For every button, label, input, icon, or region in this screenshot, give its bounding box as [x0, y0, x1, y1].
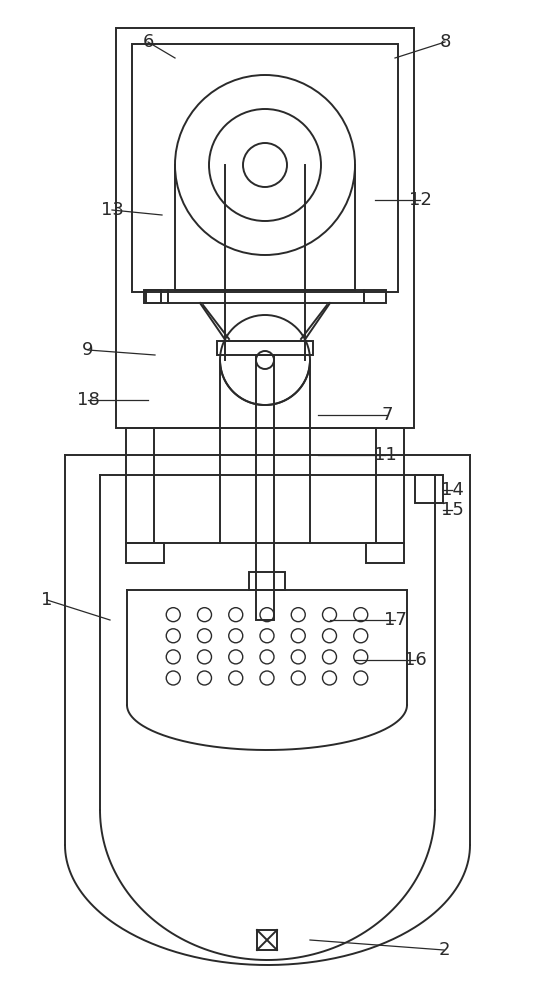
Text: 1: 1	[41, 591, 53, 609]
Bar	[116, 28, 414, 428]
Text: 7: 7	[381, 406, 393, 424]
Text: 13: 13	[100, 201, 124, 219]
Bar	[257, 930, 277, 950]
Bar	[366, 543, 404, 563]
Bar	[256, 355, 274, 620]
Text: 17: 17	[383, 611, 407, 629]
Bar	[126, 428, 404, 543]
Bar	[132, 44, 398, 292]
Text: 18: 18	[77, 391, 99, 409]
Bar	[415, 475, 443, 503]
Bar	[217, 341, 313, 355]
Bar	[126, 543, 164, 563]
Text: 2: 2	[438, 941, 450, 959]
Text: 14: 14	[440, 481, 463, 499]
Text: 6: 6	[142, 33, 154, 51]
Text: 16: 16	[404, 651, 426, 669]
Bar	[146, 290, 168, 303]
Text: 12: 12	[409, 191, 431, 209]
Text: 15: 15	[440, 501, 463, 519]
Bar	[168, 290, 364, 303]
Text: 11: 11	[374, 446, 396, 464]
Bar	[364, 290, 386, 303]
Bar	[144, 290, 161, 303]
Bar	[249, 572, 285, 590]
Text: 9: 9	[82, 341, 94, 359]
Text: 8: 8	[439, 33, 451, 51]
